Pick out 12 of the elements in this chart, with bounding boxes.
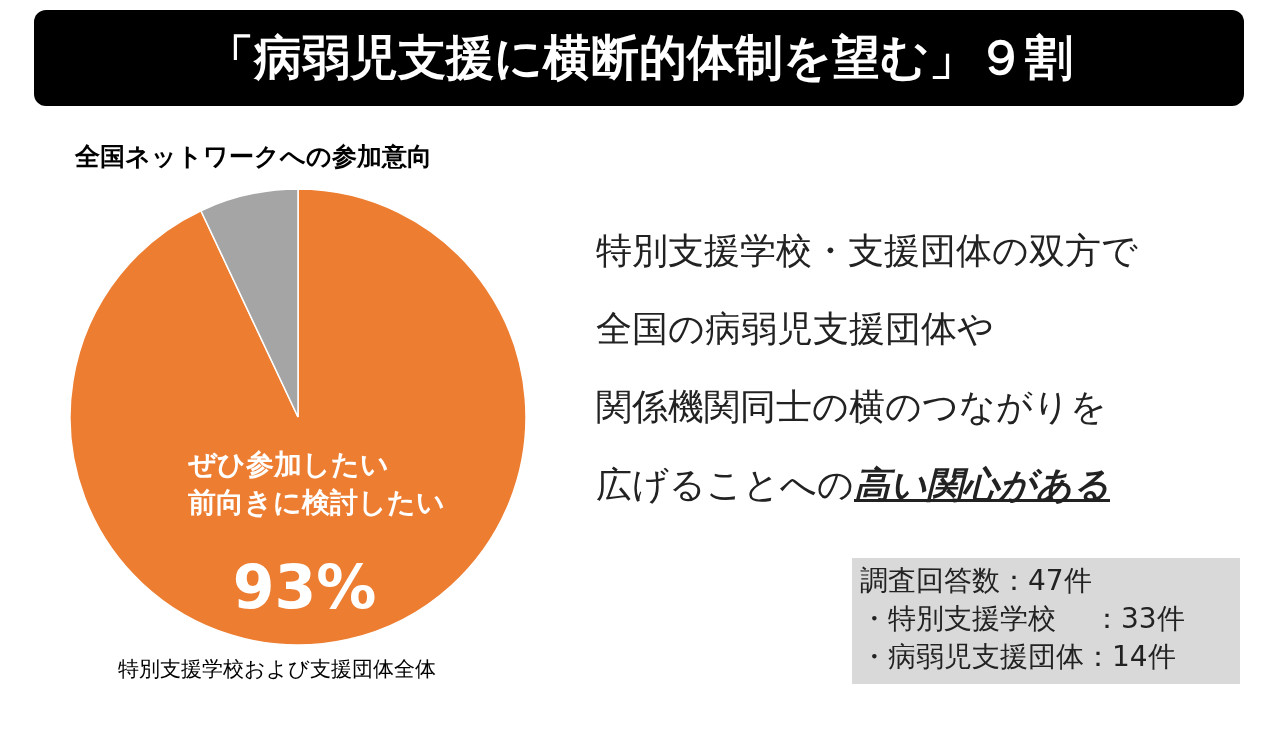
- text: ・特別支援学校 ：33件: [860, 601, 1186, 637]
- text: 高い関心がある: [854, 464, 1110, 505]
- text: 特別支援学校および支援団体全体: [118, 656, 436, 683]
- chart-subtitle: 全国ネットワークへの参加意向: [75, 141, 432, 173]
- text: ・病弱児支援団体：14件: [860, 639, 1177, 675]
- data-label: 93%: [232, 551, 377, 622]
- text: 調査回答数：47件: [860, 563, 1093, 599]
- text: 関係機関同士の横のつながりを: [596, 385, 1108, 429]
- text: 全国の病弱児支援団体や: [596, 307, 995, 351]
- text: 特別支援学校・支援団体の双方で: [596, 229, 1138, 273]
- slice-label: ぜひ参加したい前向きに検討したい: [186, 447, 445, 519]
- text: 「病弱児支援に横断的体制を望む」９割: [34, 10, 1244, 106]
